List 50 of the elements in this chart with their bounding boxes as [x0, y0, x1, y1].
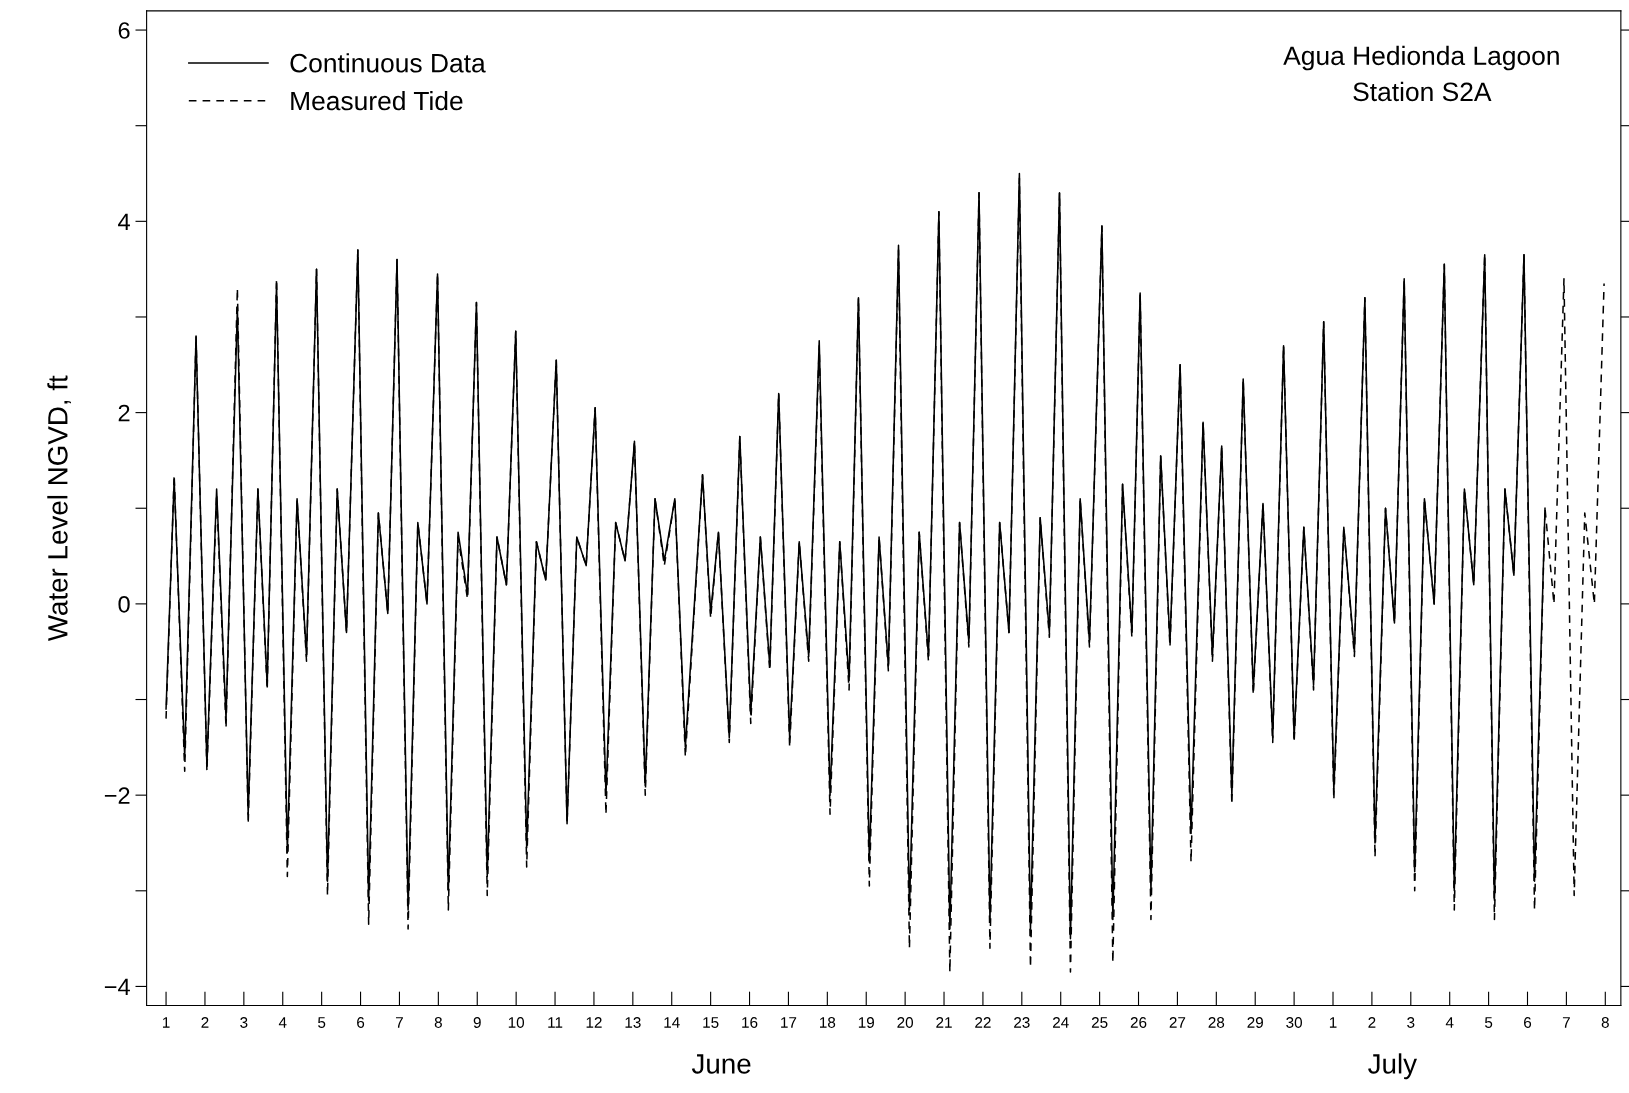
x-tick-label: 27: [1169, 1017, 1186, 1028]
y-tick-label: 0: [118, 595, 130, 613]
x-tick-label: 4: [1445, 1017, 1454, 1028]
x-tick-label: 1: [162, 1017, 170, 1028]
y-tick-label: −2: [104, 787, 130, 804]
x-tick-label: 24: [1052, 1017, 1069, 1028]
y-tick-label: 6: [118, 22, 130, 39]
x-tick-label: 18: [820, 1017, 836, 1028]
x-tick-label: 8: [434, 1017, 442, 1028]
x-tick-label: 2: [201, 1017, 209, 1028]
x-tick-label: 4: [278, 1017, 287, 1028]
x-tick-label: 5: [318, 1017, 326, 1028]
x-tick-label: 10: [508, 1017, 525, 1028]
x-tick-label: 2: [1368, 1017, 1376, 1028]
x-tick-label: 7: [395, 1017, 403, 1028]
x-tick-label: 7: [1562, 1017, 1570, 1028]
y-axis-title: Water Level NGVD, ft: [47, 375, 71, 642]
x-tick-label: 6: [1524, 1017, 1532, 1028]
x-tick-label: 8: [1601, 1017, 1609, 1028]
x-tick-label: 21: [936, 1017, 952, 1028]
x-tick-label: 11: [548, 1017, 563, 1028]
x-tick-label: 22: [975, 1017, 991, 1028]
x-tick-label: 3: [1407, 1017, 1415, 1028]
x-tick-label: 3: [240, 1017, 248, 1028]
x-tick-label: 29: [1247, 1017, 1263, 1028]
x-tick-label: 12: [586, 1017, 602, 1028]
x-tick-label: 28: [1208, 1017, 1225, 1028]
x-tick-label: 19: [858, 1017, 874, 1028]
x-tick-label: 16: [742, 1017, 758, 1028]
x-tick-label: 15: [703, 1017, 719, 1028]
legend-label: Measured Tide: [291, 90, 463, 111]
x-tick-label: 30: [1286, 1017, 1303, 1028]
legend-label: Continuous Data: [290, 53, 486, 73]
y-tick-label: −4: [104, 978, 130, 995]
x-tick-label: 6: [357, 1017, 365, 1028]
y-tick-label: 2: [118, 404, 130, 422]
x-tick-label: 17: [781, 1017, 797, 1028]
x-tick-label: 14: [664, 1017, 680, 1028]
text: July: [1368, 1053, 1417, 1080]
x-tick-label: 23: [1014, 1017, 1030, 1028]
text: June: [691, 1054, 751, 1074]
x-tick-label: 9: [473, 1017, 481, 1028]
x-tick-label: 26: [1130, 1017, 1147, 1028]
y-tick-label: 4: [118, 213, 130, 230]
x-tick-label: 1: [1329, 1017, 1337, 1028]
x-tick-label: 5: [1484, 1017, 1493, 1028]
x-tick-label: 13: [625, 1017, 641, 1028]
annotation: Agua Hedionda Lagoon Station S2A: [1283, 45, 1559, 102]
x-tick-label: 25: [1091, 1017, 1108, 1028]
x-tick-label: 20: [897, 1017, 914, 1028]
